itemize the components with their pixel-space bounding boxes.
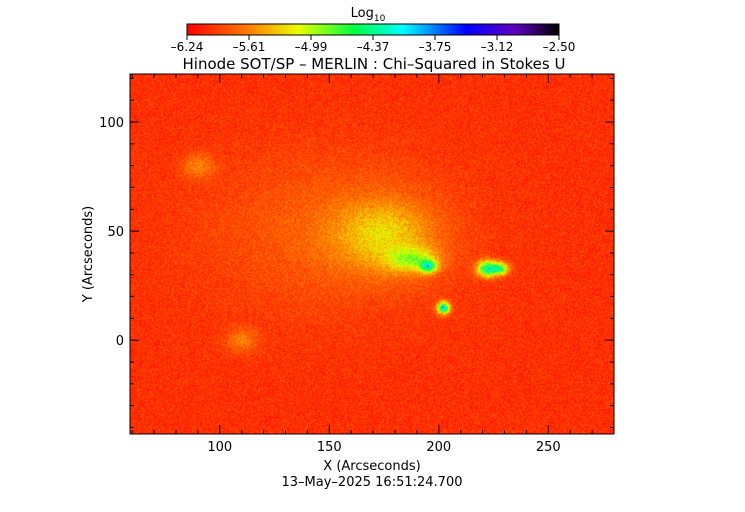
y-tick-label: 0 — [116, 334, 124, 349]
colorbar-tick-label: –5.61 — [233, 40, 266, 54]
x-tick-label: 100 — [207, 440, 232, 455]
colorbar-tick-label: –4.99 — [295, 40, 328, 54]
colorbar-tick-label: –2.50 — [543, 40, 576, 54]
y-tick-label: 50 — [107, 225, 124, 240]
colorbar-tick-label: –4.37 — [357, 40, 390, 54]
colorbar-label: Log10 — [351, 6, 386, 24]
x-axis: 100 150 200 250 — [131, 74, 615, 455]
colorbar — [186, 23, 560, 36]
y-tick-label: 100 — [99, 116, 124, 131]
y-axis: 0 50 100 — [99, 77, 614, 428]
y-axis-label: Y (Arcseconds) — [81, 206, 96, 303]
x-tick-label: 150 — [317, 440, 342, 455]
x-tick-label: 200 — [426, 440, 451, 455]
colorbar-tick-label: –3.75 — [419, 40, 452, 54]
x-axis-label: X (Arcseconds) — [323, 459, 420, 474]
x-tick-label: 250 — [536, 440, 561, 455]
colorbar-tick-label: –3.12 — [481, 40, 514, 54]
plot-frame — [129, 73, 615, 435]
colorbar-ticks: –6.24 –5.61 –4.99 –4.37 –3.75 –3.12 –2.50 — [171, 35, 576, 54]
colorbar-tick-label: –6.24 — [171, 40, 204, 54]
footer-timestamp: 13–May–2025 16:51:24.700 — [282, 475, 463, 490]
heatmap-image — [130, 74, 614, 434]
chart-title: Hinode SOT/SP – MERLIN : Chi–Squared in … — [183, 55, 566, 73]
